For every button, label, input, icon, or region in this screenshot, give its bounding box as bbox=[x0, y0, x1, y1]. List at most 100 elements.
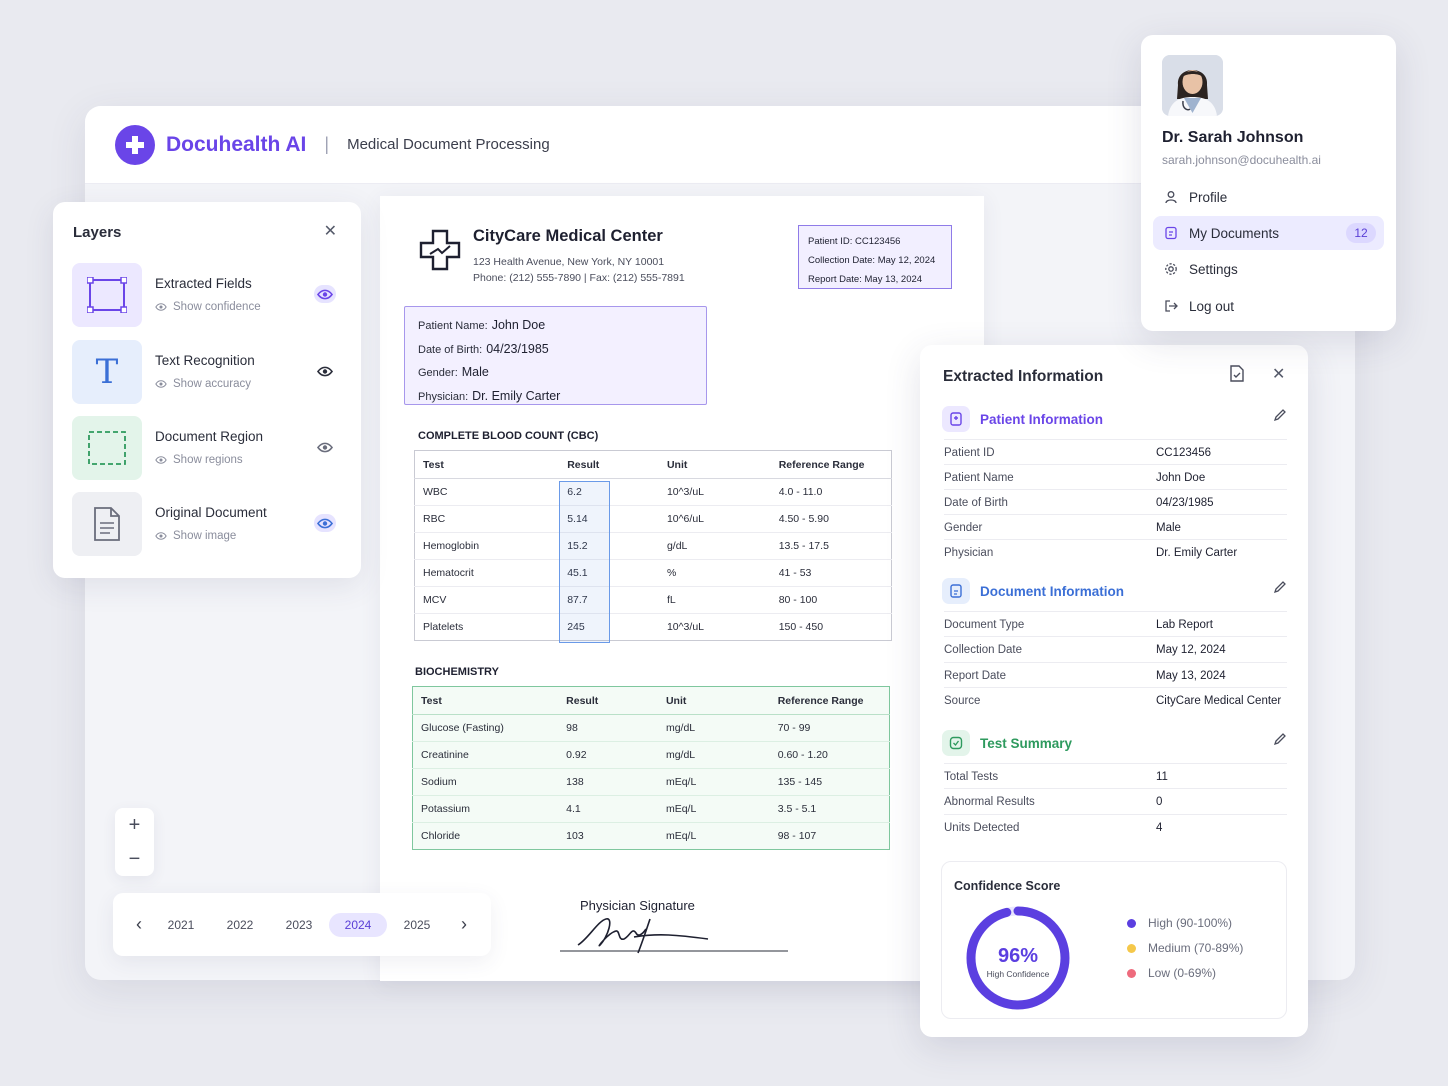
physician-label: Physician: bbox=[418, 390, 469, 403]
info-row: Document Type Lab Report bbox=[944, 611, 1287, 636]
test-summary-section-header: Test Summary bbox=[942, 730, 1287, 758]
layer-sub: Show accuracy bbox=[155, 378, 251, 390]
year-option-selected[interactable]: 2024 bbox=[329, 912, 387, 937]
table-cell: RBC bbox=[414, 505, 560, 533]
info-row: Total Tests 11 bbox=[944, 763, 1287, 788]
layer-visibility-eye-icon[interactable] bbox=[314, 514, 336, 532]
year-option[interactable]: 2023 bbox=[285, 917, 313, 932]
edit-pencil-icon[interactable] bbox=[1273, 580, 1287, 594]
patient-info-box[interactable]: Patient Name: John Doe Date of Birth: 04/2… bbox=[404, 306, 707, 405]
layer-name: Document Region bbox=[155, 429, 264, 444]
table-cell: mg/dL bbox=[657, 741, 770, 769]
year-option[interactable]: 2021 bbox=[167, 917, 195, 932]
logout-icon bbox=[1163, 298, 1179, 314]
layer-name: Extracted Fields bbox=[155, 276, 252, 291]
edit-pencil-icon[interactable] bbox=[1273, 732, 1287, 746]
document-region-thumb-icon bbox=[72, 416, 142, 480]
medical-cross-logo-icon[interactable] bbox=[115, 124, 155, 165]
menu-item-logout[interactable]: Log out bbox=[1153, 289, 1384, 323]
info-key: Gender bbox=[944, 522, 983, 534]
table-cell: 3.5 - 5.1 bbox=[769, 795, 890, 823]
biochemistry-table: Test Result Unit Reference Range Glucose (F… bbox=[412, 686, 890, 850]
layer-visibility-eye-icon[interactable] bbox=[314, 362, 336, 380]
table-cell: MCV bbox=[414, 586, 560, 614]
table-row: Glucose (Fasting) 98 mg/dL 70 - 99 bbox=[412, 714, 890, 742]
table-cell: Sodium bbox=[412, 768, 559, 796]
zoom-control: + − bbox=[115, 808, 154, 876]
table-header-cell: Result bbox=[558, 686, 658, 715]
edit-pencil-icon[interactable] bbox=[1273, 408, 1287, 422]
table-cell: 5.14 bbox=[559, 505, 659, 533]
legend-medium: Medium (70-89%) bbox=[1127, 941, 1243, 955]
info-value: 04/23/1985 bbox=[1156, 497, 1214, 509]
info-row: Report Date May 13, 2024 bbox=[944, 661, 1287, 687]
layer-visibility-eye-icon[interactable] bbox=[314, 285, 336, 303]
info-key: Collection Date bbox=[944, 644, 1022, 657]
info-key: Date of Birth bbox=[944, 497, 1008, 509]
layer-document-region[interactable]: Document Region Show regions bbox=[72, 416, 342, 480]
table-cell: 150 - 450 bbox=[778, 621, 824, 633]
year-selector: ‹ 2021 2022 2023 2024 2025 › bbox=[113, 893, 491, 956]
info-value: Lab Report bbox=[1156, 619, 1213, 631]
extracted-close-icon[interactable]: ✕ bbox=[1272, 366, 1286, 383]
layers-close-icon[interactable]: ✕ bbox=[323, 223, 337, 240]
zoom-in-button[interactable]: + bbox=[128, 813, 141, 836]
menu-item-profile[interactable]: Profile bbox=[1153, 180, 1384, 214]
header-subtitle: Medical Document Processing bbox=[347, 136, 550, 153]
table-cell: Chloride bbox=[421, 830, 461, 842]
legend-label: Medium (70-89%) bbox=[1148, 941, 1244, 955]
info-value: Dr. Emily Carter bbox=[1156, 547, 1238, 559]
table-header-cell: Result bbox=[559, 450, 659, 479]
info-row: Units Detected 4 bbox=[944, 813, 1287, 839]
layer-original-document[interactable]: Original Document Show image bbox=[72, 492, 342, 556]
dob-value: 04/23/1985 bbox=[486, 341, 549, 356]
menu-item-settings[interactable]: Settings bbox=[1153, 252, 1384, 286]
table-row: Sodium 138 mEq/L 135 - 145 bbox=[412, 768, 890, 796]
eye-small-icon bbox=[155, 380, 167, 388]
info-key: Total Tests bbox=[944, 771, 999, 783]
menu-item-my-documents[interactable]: My Documents 12 bbox=[1153, 216, 1384, 250]
export-document-icon[interactable] bbox=[1229, 365, 1245, 382]
table-row: MCV 87.7 fL 80 - 100 bbox=[414, 586, 892, 614]
info-key: Units Detected bbox=[944, 821, 1020, 834]
chevron-right-icon[interactable]: › bbox=[461, 914, 467, 934]
table-row: Platelets 245 10^3/uL 150 - 450 bbox=[415, 614, 892, 641]
table-cell: % bbox=[658, 559, 771, 587]
header-separator: | bbox=[324, 134, 330, 154]
dob-label: Date of Birth: bbox=[418, 343, 483, 356]
collection-date-text: Collection Date: May 12, 2024 bbox=[808, 255, 936, 266]
original-document-thumb-icon bbox=[72, 492, 142, 556]
document-page: CityCare Medical Center 123 Health Avenu… bbox=[380, 196, 984, 981]
confidence-ring-progress bbox=[966, 906, 1070, 1010]
info-value: Male bbox=[1156, 522, 1181, 534]
table-cell: 4.1 bbox=[558, 795, 658, 823]
layer-visibility-eye-icon[interactable] bbox=[314, 438, 336, 456]
zoom-out-button[interactable]: − bbox=[128, 847, 141, 870]
info-row: Physician Dr. Emily Carter bbox=[944, 539, 1287, 564]
table-cell: Hematocrit bbox=[414, 559, 560, 587]
menu-item-label: Settings bbox=[1189, 261, 1238, 277]
section-title: Patient Information bbox=[980, 412, 1104, 427]
chevron-left-icon[interactable]: ‹ bbox=[136, 914, 142, 934]
profile-name: Dr. Sarah Johnson bbox=[1162, 129, 1304, 146]
table-row: RBC 5.14 10^6/uL 4.50 - 5.90 bbox=[414, 505, 892, 533]
table-cell: 245 bbox=[567, 621, 585, 633]
table-cell: Potassium bbox=[412, 795, 559, 823]
physician-signature-label: Physician Signature bbox=[580, 898, 695, 913]
layer-sub: Show regions bbox=[155, 454, 243, 466]
cbc-section-title: COMPLETE BLOOD COUNT (CBC) bbox=[418, 430, 599, 442]
layer-text-recognition[interactable]: T Text Recognition Show accuracy bbox=[72, 340, 342, 404]
year-option[interactable]: 2025 bbox=[403, 917, 431, 932]
info-value: John Doe bbox=[1156, 472, 1206, 484]
layer-extracted-fields[interactable]: Extracted Fields Show confidence bbox=[72, 263, 342, 327]
text-recognition-thumb-icon: T bbox=[72, 340, 142, 404]
year-option[interactable]: 2022 bbox=[226, 917, 254, 932]
avatar[interactable] bbox=[1162, 55, 1223, 116]
table-header-cell: Unit bbox=[658, 450, 771, 479]
legend-label: High (90-100%) bbox=[1148, 916, 1233, 930]
report-date-text: Report Date: May 13, 2024 bbox=[808, 274, 923, 285]
document-ids-box[interactable]: Patient ID: CC123456 Collection Date: Ma… bbox=[798, 225, 952, 289]
section-title: Test Summary bbox=[980, 736, 1073, 751]
biochemistry-section-title: BIOCHEMISTRY bbox=[415, 666, 499, 678]
patient-information-icon bbox=[942, 406, 970, 432]
